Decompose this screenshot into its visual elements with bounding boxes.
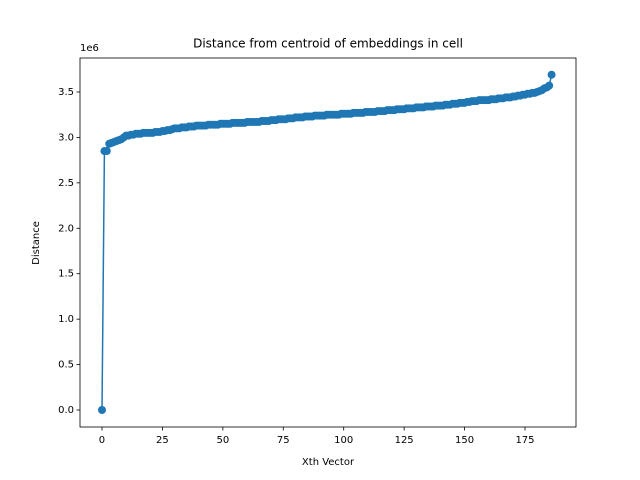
- y-tick-label: 0.0: [58, 405, 74, 416]
- x-tick-label: 0: [99, 435, 105, 446]
- plot-frame: [79, 57, 577, 428]
- y-tick-label: 1.0: [58, 314, 74, 325]
- x-tick-label: 25: [156, 435, 169, 446]
- data-line: [101, 74, 553, 411]
- y-tick-label: 3.0: [58, 132, 74, 143]
- x-tick-label: 100: [334, 435, 353, 446]
- y-tick-label: 3.5: [58, 87, 74, 98]
- x-tick-label: 175: [515, 435, 534, 446]
- y-tick-label: 2.5: [58, 178, 74, 189]
- chart-title: Distance from centroid of embeddings in …: [193, 37, 463, 51]
- x-axis-label: Xth Vector: [302, 457, 355, 468]
- y-tick-label: 1.5: [58, 269, 74, 280]
- y-axis-label: Distance: [31, 221, 42, 265]
- data-point: [545, 81, 554, 90]
- x-tick-label: 75: [277, 435, 290, 446]
- x-tick-label: 50: [216, 435, 229, 446]
- data-point: [547, 70, 556, 79]
- x-tick-label: 125: [395, 435, 414, 446]
- data-point: [97, 406, 106, 415]
- y-tick-label: 2.0: [58, 223, 74, 234]
- data-point: [102, 147, 111, 156]
- y-tick-label: 0.5: [58, 360, 74, 371]
- y-offset-label: 1e6: [80, 43, 99, 54]
- x-tick-label: 150: [455, 435, 474, 446]
